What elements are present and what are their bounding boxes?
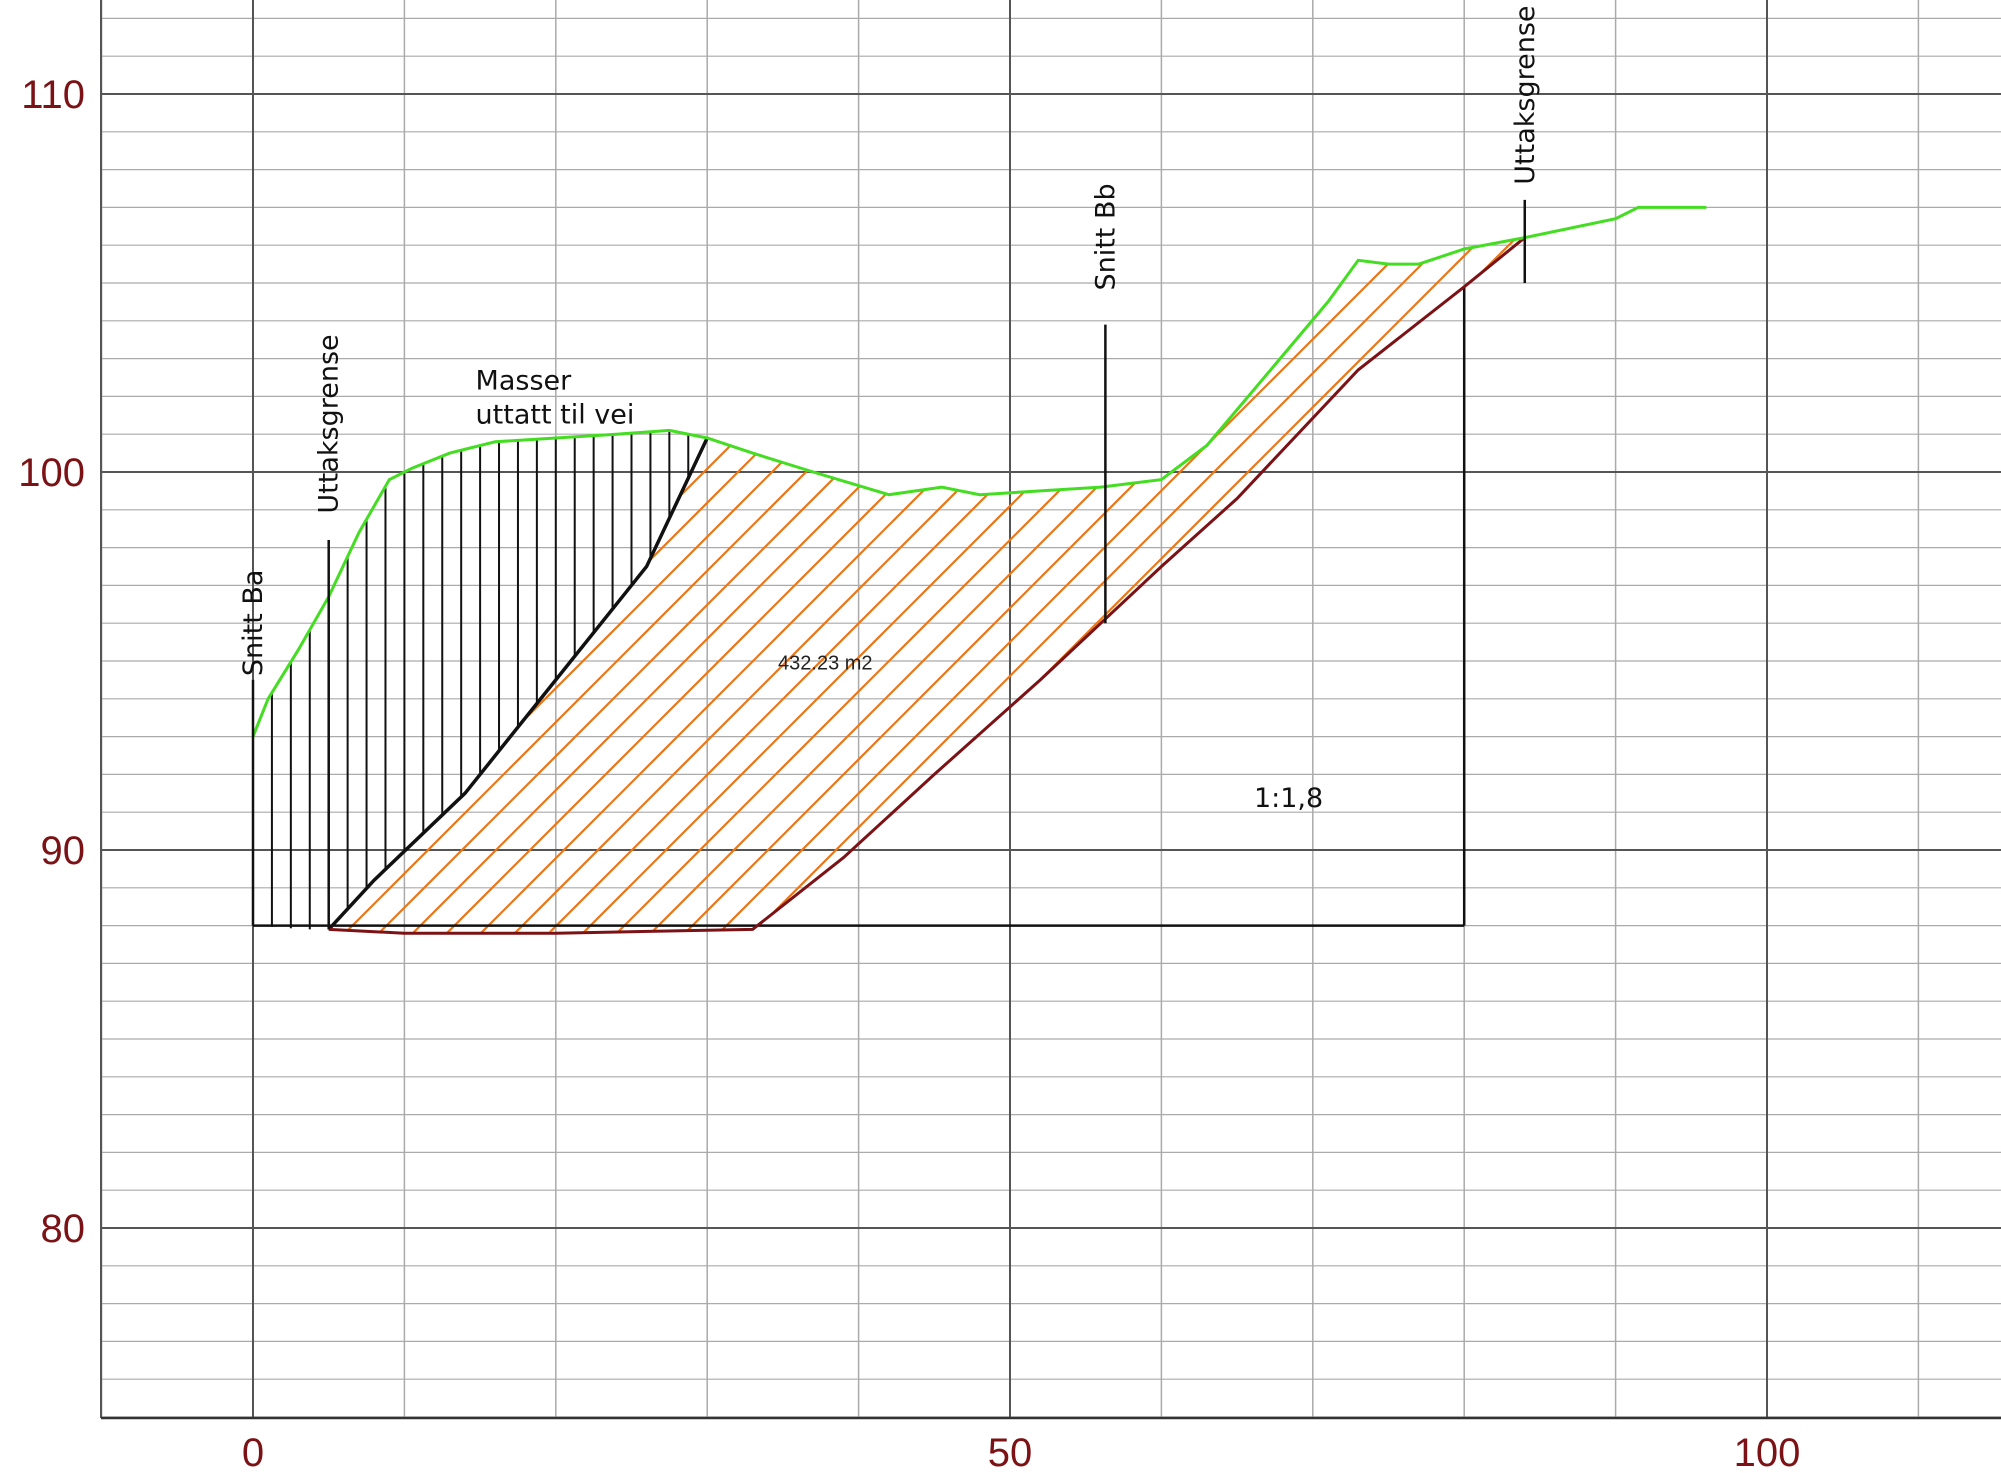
inner-cut-line [327,437,709,931]
y-tick-label: 100 [18,451,85,495]
excavation-hatch-line [517,237,1399,934]
excavation-hatch-line [1299,237,1525,934]
excavation-hatch-line [328,237,617,934]
excavation-hatch-line [1742,220,2001,1100]
excavation-hatch-line [1606,220,2001,1100]
x-tick-label: 0 [242,1431,264,1473]
section-marker-label: Snitt Ba [238,570,269,677]
excavation-hatch-line [1231,237,1525,934]
excavation-hatch-line [1333,237,1525,934]
excavation-hatch-line [551,237,1433,934]
excavation-hatch-line [1776,220,2001,1100]
section-marker-label: Uttaksgrense [314,334,345,513]
excavation-hatch-line [993,237,1525,934]
excavation-hatch-line [1572,220,2001,1100]
excavation-hatch-line [857,237,1525,934]
excavation-hatch-line [328,237,821,934]
excavation-hatch-line [789,237,1525,934]
y-tick-label: 80 [41,1207,86,1251]
minor-gridlines [100,0,2001,1418]
x-axis-ticks: 0 50 100 [242,1431,1801,1473]
excavation-hatch-line [449,237,1331,934]
excavation-hatch-line [925,237,1525,934]
excavation-hatch-line [1265,237,1525,934]
y-axis-ticks: 80 90 100 110 [18,73,85,1251]
y-tick-label: 110 [21,73,85,117]
excavation-hatch-line [328,237,719,934]
excavation-cut-line [328,236,1526,935]
terrain-profile-line [251,205,1707,738]
excavation-hatch-line [328,237,1127,934]
area-label: 432.23 m2 [778,652,873,674]
excavation-hatch-line [1674,220,2001,1100]
excavation-hatch-line [1708,220,2001,1100]
excavation-hatch-line [1095,237,1525,934]
section-markers: Snitt Ba Uttaksgrense Snitt Bb Uttaksgrense [238,5,1541,930]
excavation-hatch-line [483,237,1365,934]
excavation-hatch-line [328,237,787,934]
excavation-hatch-line [1878,220,2001,1100]
excavation-hatch-line [1027,237,1525,934]
excavation-hatch-line [755,237,1525,934]
excavation-hatch-line [328,237,549,934]
excavation-hatch-region [328,220,2001,1100]
excavation-hatch-line [1810,220,2001,1100]
excavation-hatch-line [1163,237,1525,934]
x-tick-label: 100 [1734,1431,1801,1473]
excavation-hatch-line [1129,237,1525,934]
excavation-hatch-line [1401,237,1525,934]
excavation-hatch-line [1640,220,2001,1100]
excavation-hatch-line [1980,220,2001,1100]
excavation-hatch-line [328,237,753,934]
excavation-hatch-line [1538,220,2001,1100]
excavation-hatch-line [959,237,1525,934]
excavation-hatch-line [1503,237,1525,934]
x-tick-label: 50 [988,1431,1033,1473]
excavation-hatch-line [1061,237,1525,934]
excavation-hatch-line [585,237,1467,934]
excavation-hatch-line [1912,220,2001,1100]
excavation-hatch-line [328,237,1161,934]
excavation-hatch-line [891,237,1525,934]
excavation-hatch-line [1435,237,1525,934]
excavation-hatch-line [823,237,1525,934]
excavation-hatch-line [328,237,1025,934]
excavation-hatch-line [1469,237,1525,934]
excavation-hatch-line [1197,237,1525,934]
excavation-hatch-line [328,237,855,934]
excavation-hatch-line [328,237,889,934]
excavation-hatch-line [1844,220,2001,1100]
section-marker-label: Uttaksgrense [1510,5,1541,184]
y-tick-label: 90 [41,829,86,873]
masser-label-line1: Masser [476,366,573,397]
section-marker-label: Snitt Bb [1090,183,1121,290]
masser-label-line2: uttatt til vei [476,400,635,431]
excavation-hatch-line [1946,220,2001,1100]
slope-ratio-label: 1:1,8 [1254,783,1323,814]
